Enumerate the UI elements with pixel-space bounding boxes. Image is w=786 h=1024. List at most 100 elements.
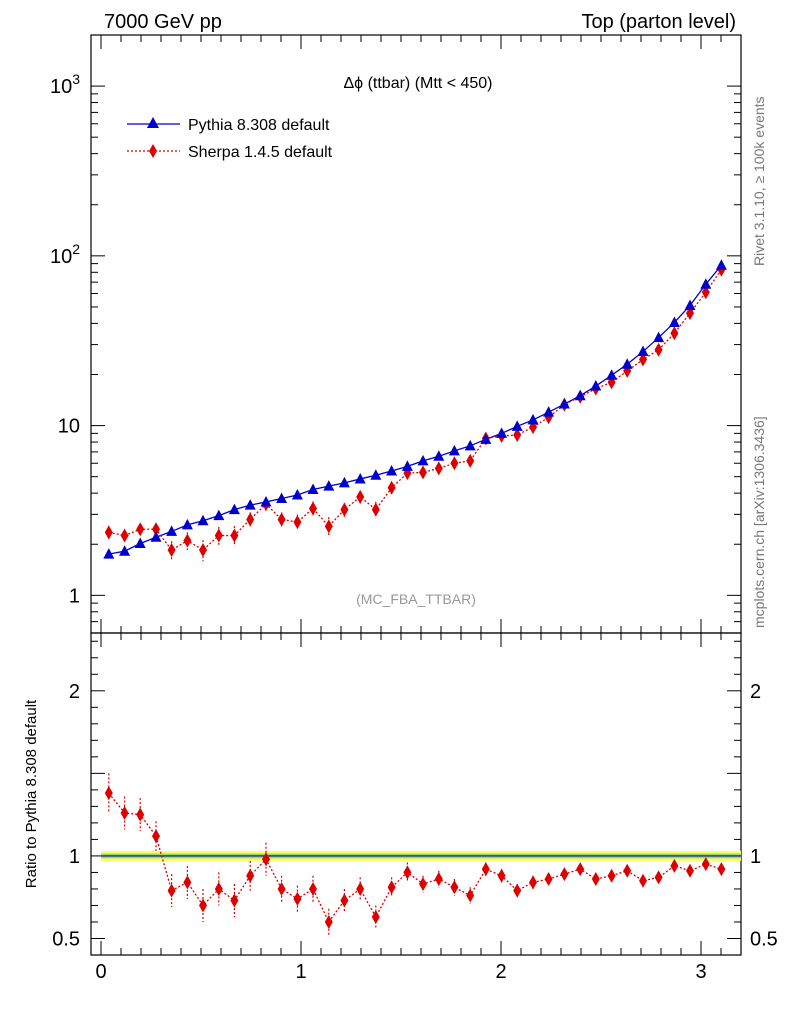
analysis-tag: (MC_FBA_TTBAR) [356, 591, 476, 607]
ratio-point [466, 888, 475, 903]
ratio-point [277, 881, 286, 896]
pythia-point [354, 472, 366, 484]
ratio-point [356, 881, 365, 896]
sherpa-point [419, 465, 427, 480]
x-tick-label: 3 [695, 961, 706, 983]
ratio-point [246, 868, 255, 883]
sherpa-point [152, 522, 160, 537]
pythia-point [637, 345, 649, 357]
main-series [103, 259, 727, 562]
ratio-point [419, 876, 427, 891]
ratio-point [639, 873, 647, 888]
pythia-point [480, 433, 492, 444]
pythia-point [244, 499, 256, 510]
main-axis-ticks: 1 10 102 103 [50, 34, 741, 634]
pythia-point [166, 525, 178, 536]
ratio-point [309, 881, 317, 896]
ratio-point [717, 862, 726, 877]
ratio-point [529, 875, 537, 890]
pythia-point [103, 548, 115, 559]
pythia-point [606, 369, 618, 380]
pythia-point [228, 503, 240, 515]
x-tick-label: 0 [95, 961, 106, 983]
sherpa-point [356, 489, 365, 504]
ratio-point [183, 875, 192, 890]
pythia-point [574, 389, 586, 401]
sherpa-point [434, 461, 443, 476]
pythia-point [417, 454, 429, 466]
sherpa-point [309, 501, 317, 516]
ratio-point [607, 868, 616, 883]
sherpa-point [167, 542, 176, 557]
pythia-point [134, 537, 146, 549]
ratio-tick-label-left: 2 [69, 681, 80, 703]
pythia-point [433, 450, 445, 461]
ratio-point [136, 807, 145, 822]
sherpa-point [340, 502, 349, 517]
sherpa-point [701, 285, 710, 300]
pythia-point [700, 278, 712, 289]
ratio-point [403, 865, 412, 880]
ratio-tick-label-right: 1 [750, 846, 761, 868]
ratio-point [167, 883, 176, 898]
y-tick-label: 102 [50, 241, 80, 268]
sherpa-point [371, 502, 380, 517]
pythia-point [323, 480, 335, 491]
pythia-point [370, 469, 382, 480]
pythia-point [338, 476, 350, 488]
ratio-tick-label-right: 2 [750, 681, 761, 703]
y-tick-label: 10 [58, 416, 80, 438]
sherpa-point [324, 519, 333, 534]
ratio-line [108, 792, 722, 924]
pythia-point [684, 299, 696, 310]
ratio-point [686, 863, 694, 878]
y-tick-label: 103 [50, 71, 80, 98]
pythia-point [527, 413, 539, 425]
ratio-point [104, 786, 113, 801]
x-tick-label: 1 [295, 961, 306, 983]
ratio-point [230, 893, 239, 908]
ratio-series [104, 773, 726, 936]
ratio-point [481, 862, 490, 877]
ratio-point [324, 914, 333, 929]
sherpa-point [120, 528, 129, 543]
mcplots-label: mcplots.cern.ch [arXiv:1306.3436] [751, 416, 767, 628]
ratio-point [544, 872, 553, 887]
ratio-uncertainty-band [101, 850, 741, 861]
ratio-point [623, 863, 632, 878]
ratio-point [340, 893, 349, 908]
ratio-panel-frame [90, 632, 742, 956]
pythia-point [291, 489, 303, 500]
pythia-point [197, 514, 209, 526]
pythia-point [590, 380, 602, 391]
sherpa-point [104, 525, 113, 540]
ratio-point [670, 858, 679, 873]
ratio-point [293, 891, 302, 906]
ratio-point [199, 898, 207, 913]
pythia-point [653, 331, 665, 343]
ratio-point [450, 880, 459, 895]
legend-label-sherpa: Sherpa 1.4.5 default [188, 144, 333, 161]
pythia-point [464, 439, 476, 451]
x-tick-label: 2 [495, 961, 506, 983]
sherpa-point [183, 533, 192, 548]
sherpa-point [450, 456, 459, 471]
pythia-point [668, 316, 680, 327]
ratio-point [497, 868, 506, 883]
pythia-point [715, 259, 727, 270]
ratio-point [262, 852, 270, 867]
ratio-point [434, 872, 443, 887]
ratio-axis-ticks: 0.5 0.5 1 1 2 2 [52, 640, 778, 956]
pythia-point [496, 427, 508, 438]
pythia-point [543, 406, 555, 417]
legend-marker-sherpa [149, 144, 157, 158]
pythia-point [386, 465, 398, 476]
pythia-point [260, 495, 272, 507]
sherpa-point [230, 528, 239, 543]
ratio-point [214, 881, 223, 896]
chart-title: Δϕ (ttbar) (Mtt < 450) [343, 75, 492, 92]
ratio-point [654, 870, 663, 885]
ratio-point [576, 862, 585, 877]
pythia-point [511, 420, 523, 431]
